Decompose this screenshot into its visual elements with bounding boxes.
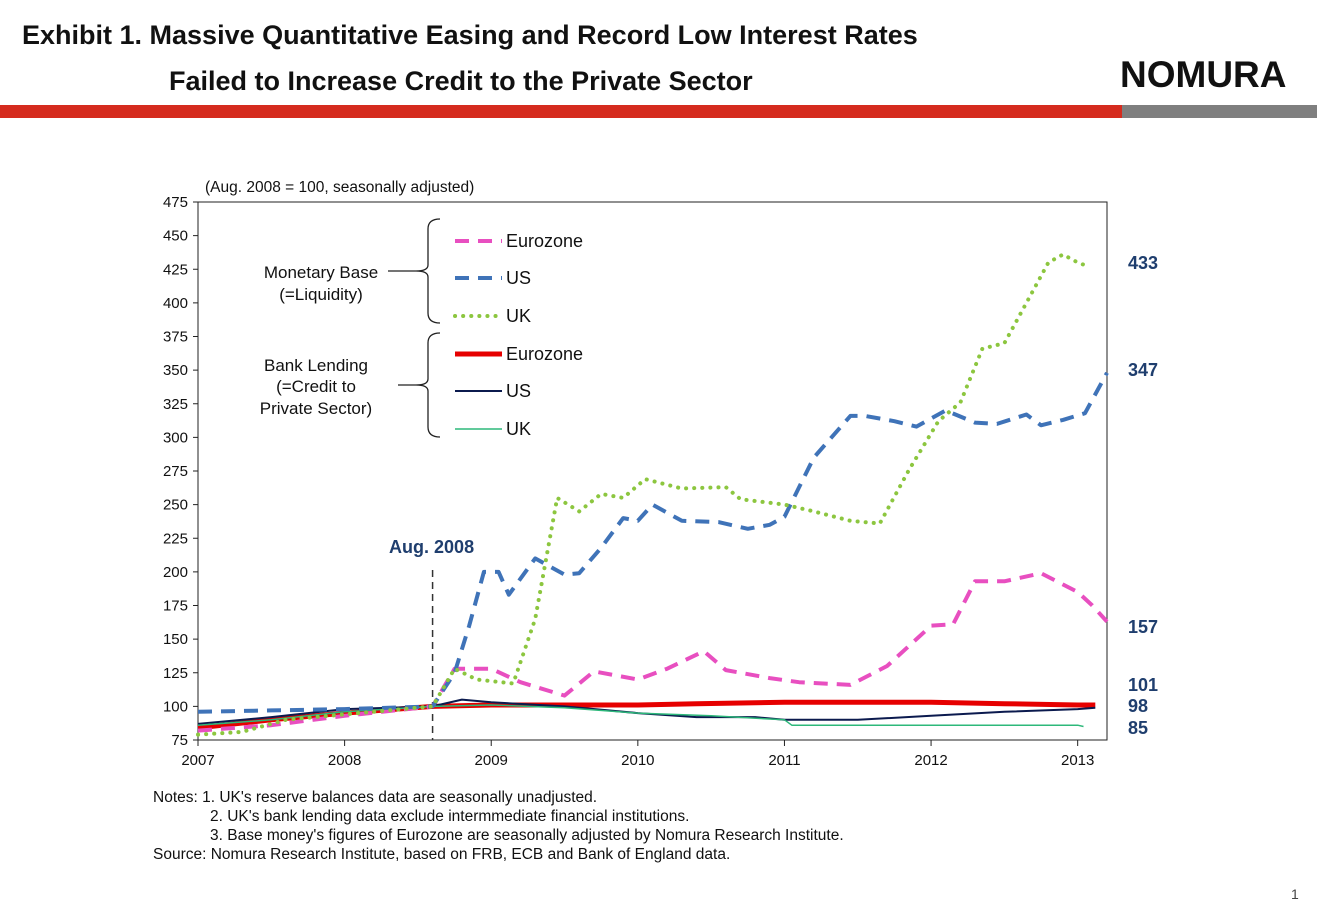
- title-line-1: Exhibit 1. Massive Quantitative Easing a…: [22, 20, 918, 50]
- chart-notes: Notes: 1. UK's reserve balances data are…: [153, 788, 844, 864]
- header-accent-bar-grey: [1122, 105, 1317, 118]
- unit-note: (Aug. 2008 = 100, seasonally adjusted): [205, 179, 474, 196]
- plot-frame: [197, 201, 1108, 741]
- end-value-label: 157: [1128, 617, 1158, 637]
- legend-entry: Eurozone: [506, 231, 583, 251]
- y-tick-label: 100: [163, 698, 188, 715]
- series-line-monetary-base-us: [197, 371, 1109, 714]
- y-tick-label: 150: [163, 631, 188, 648]
- y-tick-label: 325: [163, 396, 188, 413]
- end-value-label: 101: [1128, 675, 1158, 695]
- x-tick-label: 2012: [914, 752, 947, 769]
- y-tick-label: 475: [163, 194, 188, 211]
- series-line-monetary-base-uk: [196, 252, 1087, 737]
- y-tick-label: 75: [171, 732, 188, 749]
- nomura-logo: NOMURA: [1120, 54, 1287, 95]
- y-tick-label: 400: [163, 295, 188, 312]
- note-3: 3. Base money's figures of Eurozone are …: [210, 827, 844, 844]
- y-tick-label: 425: [163, 261, 188, 278]
- legend-entry: Eurozone: [506, 344, 583, 364]
- x-tick-label: 2010: [621, 752, 654, 769]
- legend-entry: US: [506, 381, 531, 401]
- group-label-bank-lending: Bank Lending: [264, 356, 368, 375]
- x-tick-label: 2013: [1061, 752, 1094, 769]
- y-tick-label: 200: [163, 564, 188, 581]
- group-label-monetary-base: Monetary Base: [264, 263, 378, 282]
- y-tick-label: 275: [163, 463, 188, 480]
- y-tick-label: 225: [163, 530, 188, 547]
- end-value-label: 347: [1128, 360, 1158, 380]
- note-2: 2. UK's bank lending data exclude interm…: [210, 808, 690, 825]
- header-accent-bar-red: [0, 105, 1122, 118]
- legend-entry: UK: [506, 306, 531, 326]
- legend-entry: US: [506, 268, 531, 288]
- legend-group-brace: [415, 332, 441, 438]
- end-value-label: 85: [1128, 718, 1148, 738]
- end-value-label: 98: [1128, 696, 1148, 716]
- y-tick-label: 300: [163, 429, 188, 446]
- group-label-monetary-base: (=Liquidity): [279, 285, 363, 304]
- x-tick-label: 2007: [181, 752, 214, 769]
- legend-group-brace: [415, 218, 441, 324]
- group-label-bank-lending: Private Sector): [260, 399, 372, 418]
- y-tick-label: 450: [163, 228, 188, 245]
- y-tick-label: 175: [163, 598, 188, 615]
- aug-2008-annotation: Aug. 2008: [389, 537, 474, 557]
- end-value-label: 433: [1128, 253, 1158, 273]
- page-number: 1: [1291, 886, 1299, 902]
- y-tick-label: 125: [163, 665, 188, 682]
- y-tick-label: 375: [163, 329, 188, 346]
- x-tick-label: 2009: [475, 752, 508, 769]
- title-line-2: Failed to Increase Credit to the Private…: [169, 66, 753, 96]
- source-note: Source: Nomura Research Institute, based…: [153, 846, 731, 863]
- legend-entry: UK: [506, 419, 531, 439]
- y-tick-label: 250: [163, 497, 188, 514]
- page-title: Exhibit 1. Massive Quantitative Easing a…: [22, 12, 918, 104]
- y-tick-label: 350: [163, 362, 188, 379]
- note-1: Notes: 1. UK's reserve balances data are…: [153, 789, 598, 806]
- x-tick-label: 2011: [768, 752, 800, 769]
- group-label-bank-lending: (=Credit to: [276, 377, 356, 396]
- x-tick-label: 2008: [328, 752, 361, 769]
